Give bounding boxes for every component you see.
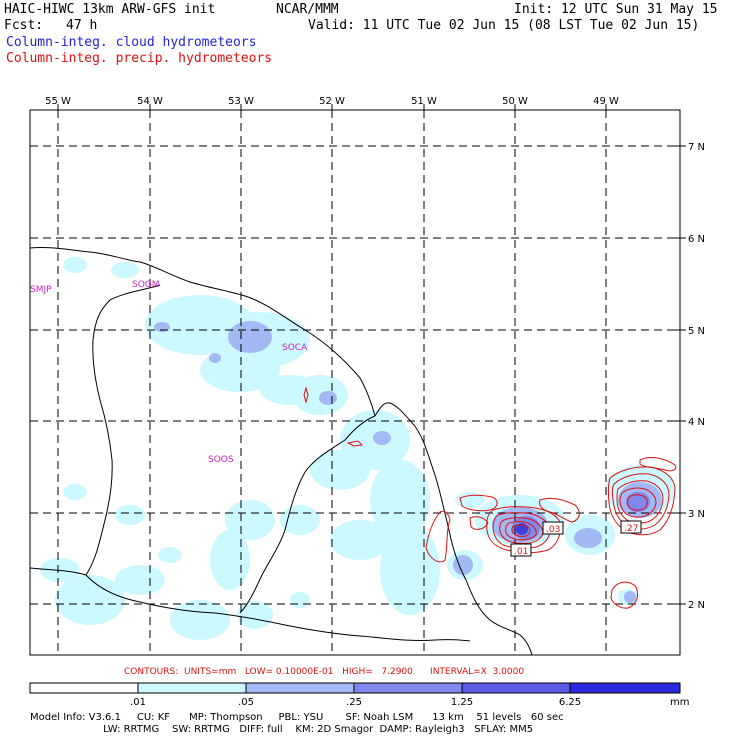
colorbar-tick: 1.25 <box>451 697 473 708</box>
station-soos: SOOS <box>208 455 234 465</box>
frame-ticks <box>57 104 686 605</box>
colorbar: .01 .05 .25 1.25 6.25 mm <box>29 682 689 708</box>
precip-contours <box>303 386 677 609</box>
lon-label: 50 W <box>502 96 528 107</box>
contour-label: .01 <box>514 547 528 557</box>
graticule <box>30 110 680 655</box>
init-time: Init: 12 UTC Sun 31 May 15 <box>514 2 718 17</box>
coastline-borders <box>29 247 533 656</box>
lon-label: 54 W <box>137 96 163 107</box>
model-info-line1: Model Info: V3.6.1 CU: KF MP: Thompson P… <box>30 712 564 723</box>
lat-label: 6 N <box>688 234 705 245</box>
lat-label: 2 N <box>688 600 705 611</box>
border-central <box>239 415 376 614</box>
lon-label: 52 W <box>319 96 345 107</box>
field-cloud-title: Column-integ. cloud hydrometeors <box>6 35 257 50</box>
station-labels: SMJP SOGM SOCA SOOS <box>30 280 308 465</box>
lat-label: 3 N <box>688 509 705 520</box>
border-west <box>29 284 161 576</box>
coastline <box>29 247 376 417</box>
station-soca: SOCA <box>282 343 308 353</box>
contour-label: .03 <box>546 525 560 535</box>
border-south <box>85 574 471 642</box>
valid-time: Valid: 11 UTC Tue 02 Jun 15 (08 LST Tue … <box>308 18 700 33</box>
lat-label: 7 N <box>688 142 705 153</box>
colorbar-unit: mm <box>670 697 689 708</box>
fcst-hours: 47 h <box>66 18 98 33</box>
field-precip-title: Column-integ. precip. hydrometeors <box>6 51 273 66</box>
longitude-labels: 55 W 54 W 53 W 52 W 51 W 50 W 49 W <box>45 96 619 107</box>
lon-label: 49 W <box>593 96 619 107</box>
colorbar-tick: .01 <box>130 697 146 708</box>
lon-label: 55 W <box>45 96 71 107</box>
station-sogm: SOGM <box>132 280 160 290</box>
colorbar-tick: .25 <box>346 697 362 708</box>
fcst-label: Fcst: <box>4 18 44 33</box>
latitude-labels: 7 N 6 N 5 N 4 N 3 N 2 N <box>688 142 705 611</box>
lat-label: 5 N <box>688 326 705 337</box>
lat-label: 4 N <box>688 417 705 428</box>
contour-label: .27 <box>624 524 638 534</box>
coastline-east <box>374 402 533 656</box>
colorbar-tick: 6.25 <box>559 697 581 708</box>
cloud-fill-layer <box>40 257 675 640</box>
colorbar-tick: .05 <box>238 697 254 708</box>
station-smjp: SMJP <box>30 285 52 295</box>
model-info-line2: LW: RRTMG SW: RRTMG DIFF: full KM: 2D Sm… <box>30 724 534 735</box>
contour-labels: .01 .03 .27 <box>510 520 642 557</box>
map-frame <box>29 109 681 656</box>
model-title: HAIC-HIWC 13km ARW-GFS init <box>4 2 216 17</box>
org-label: NCAR/MMM <box>276 2 339 17</box>
contours-info: CONTOURS: UNITS=mm LOW= 0.10000E-01 HIGH… <box>124 667 525 677</box>
lon-label: 51 W <box>411 96 437 107</box>
lon-label: 53 W <box>228 96 254 107</box>
